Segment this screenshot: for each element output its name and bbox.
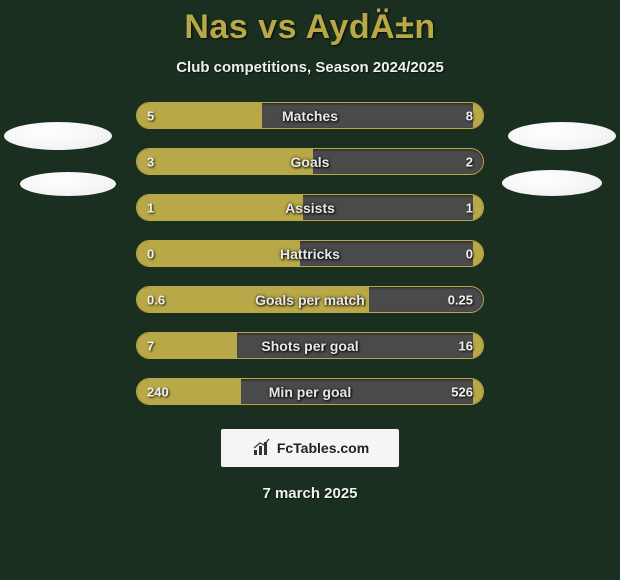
stat-label: Goals — [291, 154, 330, 170]
stat-row: 0 Hattricks 0 — [136, 240, 484, 267]
stat-row: 3 Goals 2 — [136, 148, 484, 175]
stat-row: 7 Shots per goal 16 — [136, 332, 484, 359]
page-title: Nas vs AydÄ±n — [0, 8, 620, 47]
stat-value-left: 1 — [147, 200, 154, 215]
brand-text: FcTables.com — [277, 440, 369, 456]
stat-fill-left — [137, 241, 300, 266]
page-subtitle: Club competitions, Season 2024/2025 — [0, 59, 620, 76]
stat-fill-left — [137, 149, 313, 174]
stat-value-right: 1 — [466, 200, 473, 215]
stat-row: 240 Min per goal 526 — [136, 378, 484, 405]
stat-label: Shots per goal — [261, 338, 358, 354]
stat-fill-right — [473, 103, 483, 128]
stat-value-left: 0.6 — [147, 292, 165, 307]
stat-value-right: 16 — [459, 338, 473, 353]
stat-value-right: 526 — [451, 384, 473, 399]
stat-value-left: 3 — [147, 154, 154, 169]
chart-icon — [251, 437, 273, 459]
player-right-avatar — [510, 110, 620, 190]
player-left-avatar — [0, 110, 110, 190]
stat-value-left: 240 — [147, 384, 169, 399]
stat-row: 5 Matches 8 — [136, 102, 484, 129]
stat-value-left: 0 — [147, 246, 154, 261]
stat-value-left: 7 — [147, 338, 154, 353]
stat-value-right: 8 — [466, 108, 473, 123]
stat-fill-right — [473, 379, 483, 404]
stat-label: Min per goal — [269, 384, 351, 400]
date-label: 7 march 2025 — [0, 485, 620, 502]
stat-fill-right — [473, 333, 483, 358]
brand-badge: FcTables.com — [221, 429, 399, 467]
stat-value-left: 5 — [147, 108, 154, 123]
stat-row: 1 Assists 1 — [136, 194, 484, 221]
stat-label: Hattricks — [280, 246, 340, 262]
stat-label: Assists — [285, 200, 335, 216]
stat-value-right: 0 — [466, 246, 473, 261]
stat-value-right: 0.25 — [448, 292, 473, 307]
stat-label: Goals per match — [255, 292, 365, 308]
stat-label: Matches — [282, 108, 338, 124]
stat-fill-right — [473, 241, 483, 266]
stat-fill-left — [137, 103, 262, 128]
stat-row: 0.6 Goals per match 0.25 — [136, 286, 484, 313]
stats-comparison: 5 Matches 8 3 Goals 2 1 Assists 1 0 Hattricks 0 0.6 G… — [136, 102, 484, 405]
header: Nas vs AydÄ±n Club competitions, Season … — [0, 0, 620, 76]
stat-fill-right — [473, 195, 483, 220]
stat-fill-left — [137, 195, 303, 220]
stat-value-right: 2 — [466, 154, 473, 169]
